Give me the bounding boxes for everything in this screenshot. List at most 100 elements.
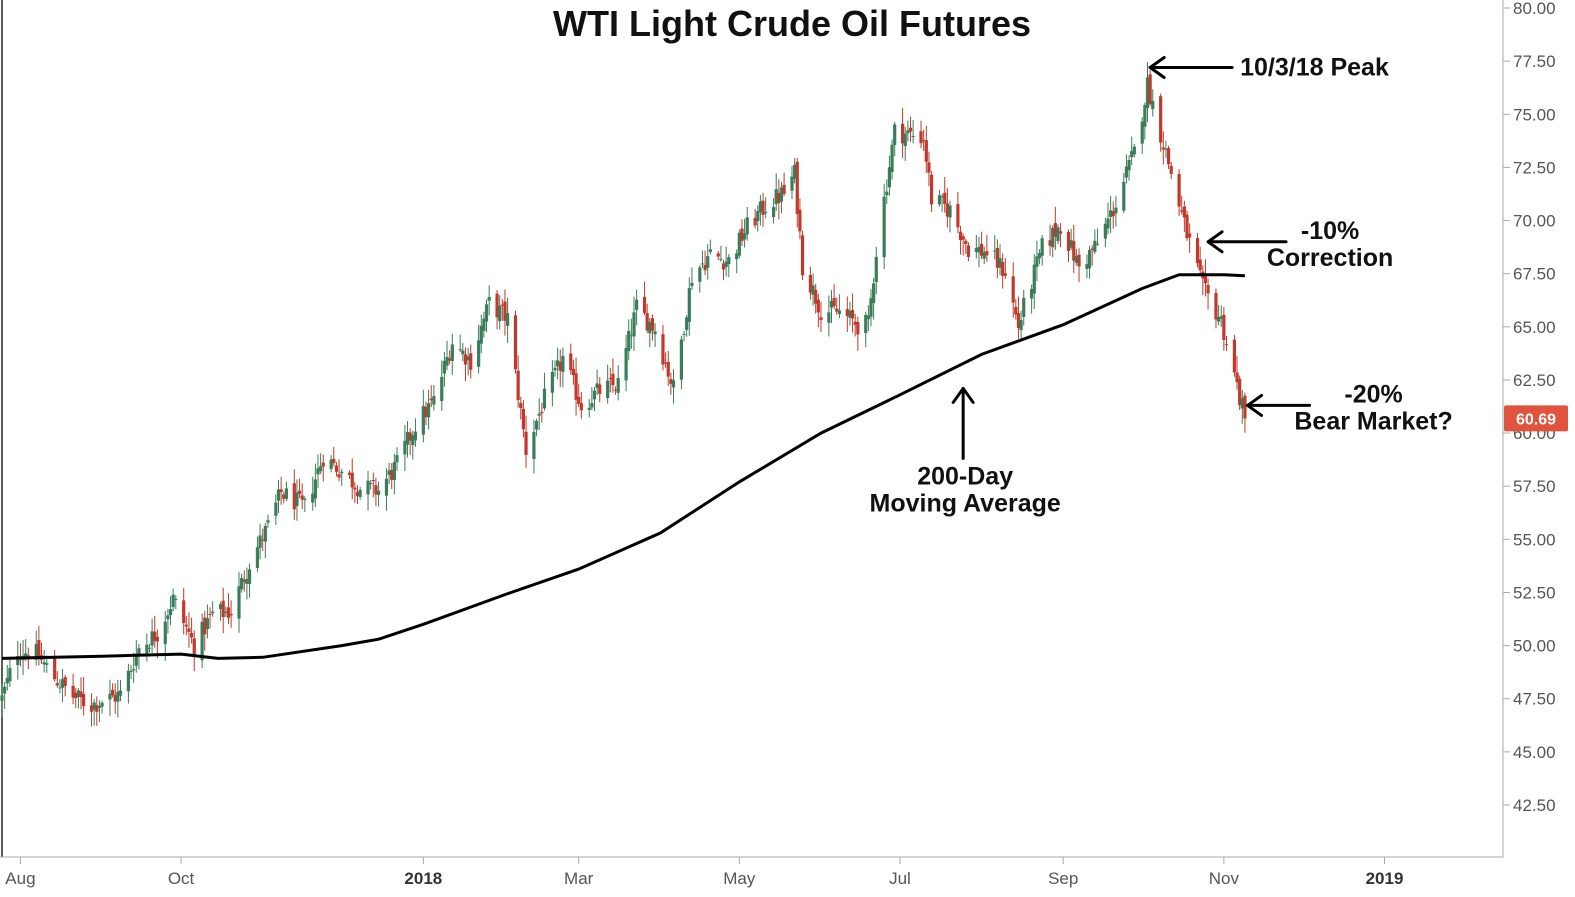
x-tick-label: 2019: [1366, 869, 1404, 888]
candle-body: [982, 252, 986, 259]
candle-body: [355, 491, 360, 497]
candle-body: [1206, 284, 1210, 294]
candle-body: [874, 256, 878, 282]
candle-body: [561, 355, 565, 372]
candle-body: [798, 209, 802, 232]
candle-body: [1111, 211, 1115, 217]
candle-body: [592, 390, 597, 400]
candle-body: [353, 487, 357, 490]
candle-body: [403, 440, 407, 455]
candle-body: [1035, 256, 1039, 267]
candle-body: [629, 335, 633, 337]
candle-body: [793, 164, 797, 179]
candle-body: [369, 483, 373, 485]
candle-body: [1148, 74, 1152, 104]
y-tick-label: 52.50: [1513, 583, 1556, 602]
candle-body: [100, 702, 104, 707]
candle-body: [1066, 231, 1071, 251]
candle-body: [911, 135, 915, 137]
candle-body: [521, 408, 525, 430]
candle-body: [761, 200, 765, 215]
candle-body: [716, 253, 720, 257]
candle-body: [413, 431, 418, 441]
candle-body: [1122, 181, 1126, 211]
candle-body: [1140, 121, 1144, 144]
candle-body: [366, 480, 370, 495]
candle-body: [853, 321, 857, 325]
candle-body: [1151, 100, 1155, 110]
y-tick-label: 45.00: [1513, 743, 1556, 762]
candle-body: [1161, 147, 1165, 150]
annotation-text: -10%: [1301, 217, 1359, 245]
candle-body: [221, 600, 225, 618]
candle-body: [1051, 227, 1055, 248]
y-tick-label: 62.50: [1513, 371, 1556, 390]
candle-body: [1087, 250, 1092, 269]
candle-body: [542, 388, 547, 409]
candle-body: [240, 578, 244, 590]
candle-body: [229, 613, 233, 616]
candle-body: [808, 275, 813, 293]
y-tick-label: 50.00: [1513, 637, 1556, 656]
candle-body: [203, 617, 207, 635]
annotation-text: 10/3/18 Peak: [1240, 54, 1389, 82]
candle-body: [993, 250, 997, 252]
candle-body: [1222, 314, 1226, 341]
candle-body: [835, 308, 839, 312]
candle-body: [126, 670, 130, 692]
candle-body: [1217, 316, 1221, 322]
candle-body: [1166, 148, 1171, 165]
candle-body: [358, 489, 362, 497]
candle-body: [292, 483, 296, 510]
candle-body: [1109, 210, 1113, 217]
candle-body: [1056, 227, 1060, 242]
candle-body: [829, 301, 834, 308]
candle-body: [624, 347, 628, 381]
candle-body: [579, 403, 583, 411]
candle-body: [276, 489, 281, 501]
arrow-head: [1246, 393, 1264, 417]
candle-body: [190, 633, 194, 638]
candle-body: [774, 189, 778, 205]
candle-body: [1019, 320, 1023, 331]
candle-body: [719, 258, 723, 260]
candle-body: [1095, 243, 1100, 245]
candle-body: [816, 299, 820, 313]
candle-body: [1037, 252, 1042, 259]
candle-body: [421, 406, 425, 435]
candle-body: [924, 140, 928, 162]
candle-body: [1127, 160, 1131, 171]
candle-body: [313, 479, 317, 499]
y-tick-label: 67.50: [1513, 265, 1556, 284]
candle-body: [1177, 174, 1181, 207]
y-axis: 42.5045.0047.5050.0052.5055.0057.5060.00…: [1503, 0, 1556, 815]
candle-body: [226, 607, 231, 618]
annotation-text: Moving Average: [870, 489, 1061, 517]
candle-body: [282, 494, 286, 499]
candle-body: [263, 525, 267, 542]
candle-body: [182, 600, 186, 624]
candle-body: [274, 502, 278, 516]
candle-body: [405, 432, 410, 445]
candle-body: [1130, 151, 1134, 158]
candle-body: [513, 315, 518, 370]
arrow-head: [951, 386, 975, 404]
candle-body: [1198, 259, 1202, 271]
candle-body: [556, 360, 560, 367]
annotation-text: Bear Market?: [1294, 407, 1452, 435]
candle-body: [811, 285, 815, 295]
y-tick-label: 65.00: [1513, 318, 1556, 337]
candle-body: [200, 621, 204, 661]
candle-body: [598, 384, 602, 394]
candle-body: [980, 243, 984, 256]
candle-body: [74, 692, 78, 699]
candle-body: [758, 201, 762, 213]
candle-body: [606, 380, 610, 398]
candle-body: [255, 547, 260, 568]
candle-body: [764, 212, 768, 214]
candle-body: [89, 705, 94, 712]
candle-body: [524, 431, 528, 455]
candle-body: [205, 618, 209, 630]
candle-body: [371, 480, 375, 482]
candle-body: [137, 648, 141, 655]
